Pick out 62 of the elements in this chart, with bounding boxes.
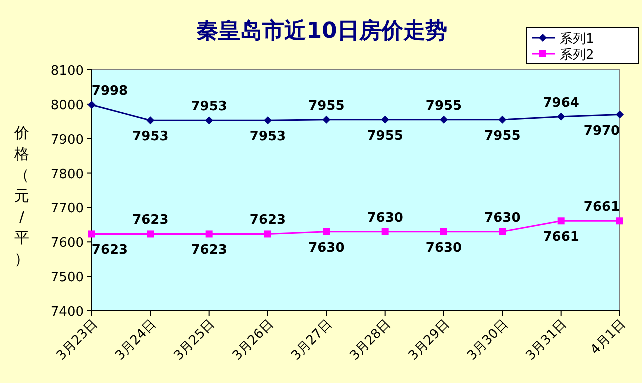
data-label: 7955: [308, 98, 345, 114]
point: [557, 112, 566, 121]
x-tick-label: 3月24日: [112, 317, 160, 364]
point: [616, 218, 624, 225]
x-tick-label: 3月23日: [54, 317, 101, 364]
x-tick-label: 4月1日: [588, 317, 629, 358]
point: [322, 116, 331, 124]
data-label: 7623: [92, 243, 128, 258]
point: [88, 101, 96, 110]
x-tick-label: 3月28日: [348, 317, 394, 364]
data-label: 7630: [484, 210, 521, 226]
point: [381, 116, 390, 124]
point: [323, 228, 330, 236]
data-label: 7955: [367, 128, 404, 144]
point: [616, 110, 624, 119]
legend-label: 系列2: [560, 48, 594, 63]
point: [205, 116, 214, 125]
x-tick-label: 3月25日: [172, 317, 218, 364]
data-label: 7630: [426, 240, 462, 256]
data-label: 7964: [543, 96, 580, 111]
data-label: 7970: [584, 124, 620, 139]
x-tick-label: 3月27日: [288, 317, 336, 364]
point: [147, 230, 154, 238]
point: [440, 116, 448, 124]
point: [88, 230, 96, 238]
data-label: 7998: [92, 84, 128, 100]
data-label: 7630: [308, 240, 345, 256]
data-label: 7955: [484, 128, 521, 144]
point: [206, 230, 213, 238]
data-label: 7623: [250, 213, 286, 228]
y-axis-title: 价格（元/平）: [14, 124, 30, 268]
legend-label: 系列1: [560, 32, 594, 47]
point: [264, 116, 272, 125]
data-label: 7623: [191, 243, 228, 258]
data-label: 7953: [191, 100, 228, 115]
y-tick-label: 7900: [50, 132, 84, 148]
y-tick-label: 8100: [50, 64, 84, 79]
data-label: 7661: [543, 230, 580, 246]
point: [264, 230, 272, 238]
point: [558, 218, 565, 225]
y-tick-label: 7400: [50, 305, 84, 320]
y-tick-label: 8000: [50, 98, 84, 114]
point: [440, 228, 448, 236]
x-tick-label: 3月31日: [524, 317, 570, 364]
point: [382, 228, 389, 236]
point: [498, 116, 507, 124]
x-tick-label: 3月29日: [406, 317, 453, 364]
data-label: 7953: [132, 130, 169, 145]
y-tick-label: 7500: [50, 270, 84, 286]
data-label: 7630: [367, 210, 404, 226]
point: [499, 228, 506, 236]
data-label: 7953: [250, 130, 286, 145]
data-label: 7623: [132, 213, 169, 228]
y-tick-label: 7800: [50, 167, 84, 182]
x-tick-label: 3月26日: [230, 317, 277, 364]
point: [146, 116, 155, 125]
y-tick-label: 7600: [50, 236, 84, 252]
chart-title: 秦皇岛市近10日房价走势: [196, 18, 448, 44]
data-label: 7955: [426, 98, 462, 114]
y-tick-label: 7700: [50, 202, 84, 217]
x-tick-label: 3月30日: [464, 317, 512, 364]
data-label: 7661: [584, 200, 620, 216]
